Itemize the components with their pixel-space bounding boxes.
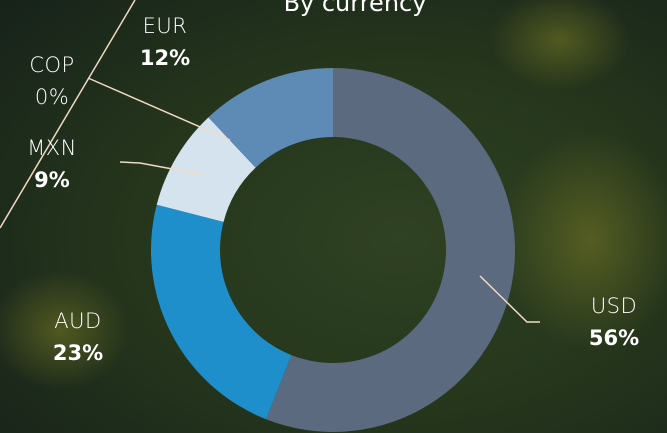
segment-label: EUR [143,14,188,38]
segment-value: 56% [589,326,639,350]
segment-label: COP [29,53,74,77]
chart-title: By currency [284,0,427,17]
segment-label: MXN [27,136,77,160]
chart: By currency USD 56% AUD 23% MXN 9% COP 0% EUR 12% [0,0,667,433]
segment-label: AUD [54,309,101,333]
segment-value: 23% [53,341,103,365]
segment-label: USD [591,294,637,318]
segment-value: 9% [34,168,70,192]
segment-value: 0% [35,85,69,109]
segment-value: 12% [140,46,190,70]
page: {"chart_data": {"type": "donut", "title"… [0,0,667,433]
